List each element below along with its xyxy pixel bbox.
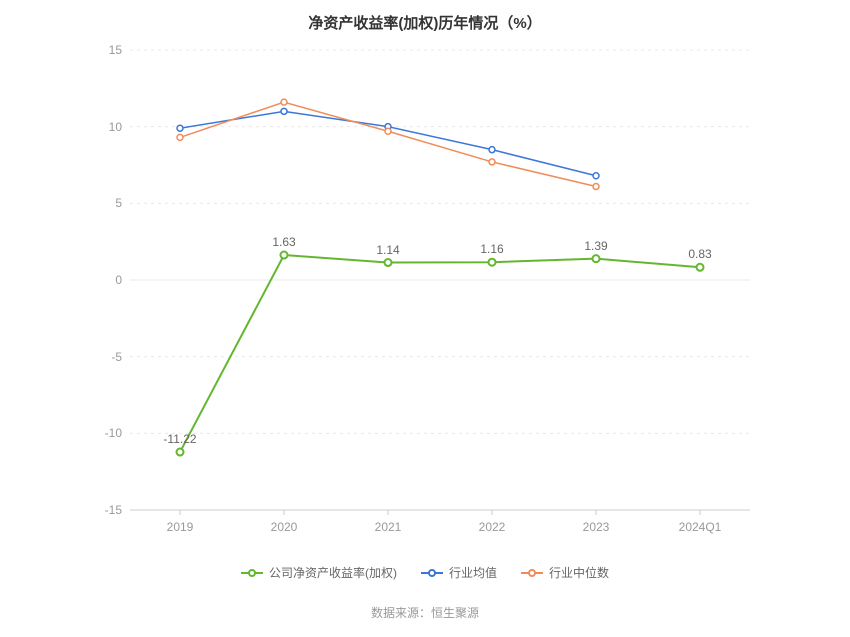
legend-item-industry_avg[interactable]: 行业均值 bbox=[421, 564, 497, 581]
x-tick-label: 2024Q1 bbox=[679, 520, 722, 534]
x-tick-label: 2023 bbox=[583, 520, 610, 534]
data-point-label: 1.16 bbox=[480, 242, 503, 256]
data-point-label: 1.63 bbox=[272, 235, 295, 249]
y-tick-label: 10 bbox=[82, 120, 122, 134]
y-tick-label: 15 bbox=[82, 43, 122, 57]
chart-title: 净资产收益率(加权)历年情况（%） bbox=[0, 0, 850, 33]
y-tick-label: 0 bbox=[82, 273, 122, 287]
chart-plot-area: -15-10-5051015201920202021202220232024Q1… bbox=[130, 50, 750, 510]
x-tick-label: 2022 bbox=[479, 520, 506, 534]
chart-legend: 公司净资产收益率(加权) 行业均值 行业中位数 bbox=[0, 564, 850, 581]
legend-item-industry_median[interactable]: 行业中位数 bbox=[521, 564, 609, 581]
legend-marker-icon bbox=[241, 568, 263, 578]
legend-label: 行业均值 bbox=[449, 564, 497, 581]
y-tick-label: -15 bbox=[82, 503, 122, 517]
y-tick-label: -5 bbox=[82, 350, 122, 364]
legend-marker-icon bbox=[521, 568, 543, 578]
legend-label: 公司净资产收益率(加权) bbox=[269, 564, 397, 581]
legend-marker-icon bbox=[421, 568, 443, 578]
data-point-label: 0.83 bbox=[688, 247, 711, 261]
legend-item-company[interactable]: 公司净资产收益率(加权) bbox=[241, 564, 397, 581]
data-point-label: 1.14 bbox=[376, 243, 399, 257]
y-tick-label: 5 bbox=[82, 196, 122, 210]
legend-label: 行业中位数 bbox=[549, 564, 609, 581]
data-source: 数据来源：恒生聚源 bbox=[0, 604, 850, 621]
x-tick-label: 2019 bbox=[167, 520, 194, 534]
chart-svg bbox=[130, 50, 750, 510]
data-point-label: 1.39 bbox=[584, 239, 607, 253]
x-tick-label: 2020 bbox=[271, 520, 298, 534]
x-tick-label: 2021 bbox=[375, 520, 402, 534]
y-tick-label: -10 bbox=[82, 426, 122, 440]
data-point-label: -11.22 bbox=[163, 432, 196, 446]
